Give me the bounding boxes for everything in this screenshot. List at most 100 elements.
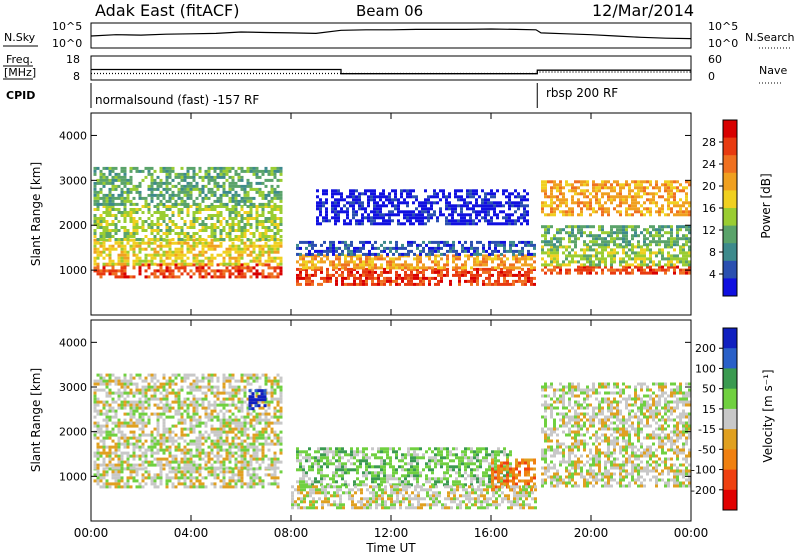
- echo-cell: [374, 266, 377, 270]
- echo-cell: [252, 485, 256, 489]
- echo-cell: [255, 473, 259, 477]
- nave-right-label: Nave: [759, 64, 787, 77]
- echo-cell: [102, 266, 106, 270]
- echo-cell: [299, 246, 302, 250]
- echo-cell: [431, 270, 434, 274]
- echo-cell: [431, 252, 434, 256]
- echo-cell: [150, 442, 154, 446]
- echo-cell: [565, 180, 568, 184]
- echo-cell: [105, 482, 109, 486]
- echo-cell: [243, 250, 247, 254]
- echo-cell: [144, 259, 148, 263]
- echo-cell: [412, 210, 415, 214]
- echo-cell: [189, 403, 193, 407]
- echo-cell: [454, 192, 457, 196]
- echo-cell: [252, 482, 256, 486]
- echo-cell: [601, 271, 604, 275]
- echo-cell: [445, 222, 448, 226]
- echo-cell: [162, 166, 166, 170]
- echo-cell: [619, 183, 622, 187]
- echo-cell: [150, 385, 154, 389]
- echo-cell: [108, 229, 112, 232]
- echo-cell: [649, 180, 652, 184]
- echo-cell: [503, 273, 506, 277]
- echo-cell: [571, 225, 574, 229]
- echo-cell: [341, 273, 344, 277]
- echo-cell: [93, 403, 97, 407]
- echo-cell: [319, 204, 322, 208]
- echo-cell: [171, 220, 175, 223]
- echo-cell: [670, 201, 673, 205]
- echo-cell: [407, 249, 410, 253]
- echo-cell: [667, 207, 670, 211]
- echo-cell: [469, 219, 472, 223]
- echo-cell: [406, 192, 409, 196]
- echo-cell: [491, 282, 494, 286]
- echo-cell: [325, 198, 328, 202]
- echo-cell: [261, 220, 265, 223]
- echo-cell: [484, 219, 487, 223]
- echo-cell: [350, 267, 353, 271]
- echo-cell: [198, 485, 202, 489]
- echo-cell: [141, 388, 145, 392]
- echo-cell: [156, 269, 160, 273]
- echo-cell: [123, 217, 127, 220]
- echo-cell: [365, 270, 368, 274]
- echo-cell: [228, 175, 232, 179]
- echo-cell: [541, 245, 544, 249]
- echo-cell: [326, 273, 329, 277]
- echo-cell: [114, 466, 118, 470]
- echo-cell: [586, 204, 589, 208]
- echo-cell: [138, 376, 142, 380]
- echo-cell: [562, 198, 565, 202]
- echo-cell: [437, 273, 440, 277]
- echo-cell: [376, 213, 379, 217]
- echo-cell: [129, 199, 133, 203]
- echo-cell: [673, 268, 676, 272]
- echo-cell: [135, 259, 139, 263]
- echo-cell: [676, 240, 679, 244]
- echo-cell: [216, 263, 220, 267]
- echo-cell: [99, 476, 103, 480]
- echo-cell: [634, 228, 637, 232]
- echo-cell: [661, 204, 664, 208]
- echo-cell: [500, 243, 503, 247]
- echo-cell: [428, 266, 431, 270]
- echo-cell: [494, 257, 497, 261]
- echo-cell: [138, 418, 142, 422]
- echo-cell: [437, 282, 440, 286]
- echo-cell: [353, 279, 356, 283]
- echo-cell: [485, 257, 488, 261]
- echo-cell: [165, 379, 169, 383]
- echo-cell: [108, 202, 112, 206]
- echo-cell: [475, 198, 478, 202]
- echo-cell: [171, 415, 175, 419]
- echo-cell: [604, 237, 607, 241]
- colorbar-tick-label: 8: [709, 246, 716, 259]
- echo-cell: [207, 196, 211, 200]
- echo-cell: [147, 169, 151, 173]
- echo-cell: [201, 373, 205, 377]
- power-ylabel: Slant Range [km]: [29, 162, 43, 266]
- echo-cell: [494, 249, 497, 253]
- echo-cell: [177, 226, 181, 229]
- echo-cell: [628, 240, 631, 244]
- echo-cell: [192, 424, 196, 428]
- echo-cell: [592, 265, 595, 269]
- echo-cell: [117, 394, 121, 398]
- echo-cell: [117, 196, 121, 200]
- echo-cell: [198, 454, 202, 458]
- echo-cell: [102, 485, 106, 489]
- echo-cell: [165, 445, 169, 449]
- echo-cell: [296, 252, 299, 256]
- echo-cell: [580, 231, 583, 235]
- echo-cell: [150, 439, 154, 443]
- echo-cell: [96, 397, 100, 401]
- echo-cell: [604, 183, 607, 187]
- echo-cell: [273, 205, 277, 208]
- echo-cell: [123, 467, 127, 471]
- echo-cell: [270, 184, 274, 188]
- echo-cell: [523, 195, 526, 199]
- echo-cell: [195, 421, 199, 425]
- echo-cell: [219, 262, 223, 266]
